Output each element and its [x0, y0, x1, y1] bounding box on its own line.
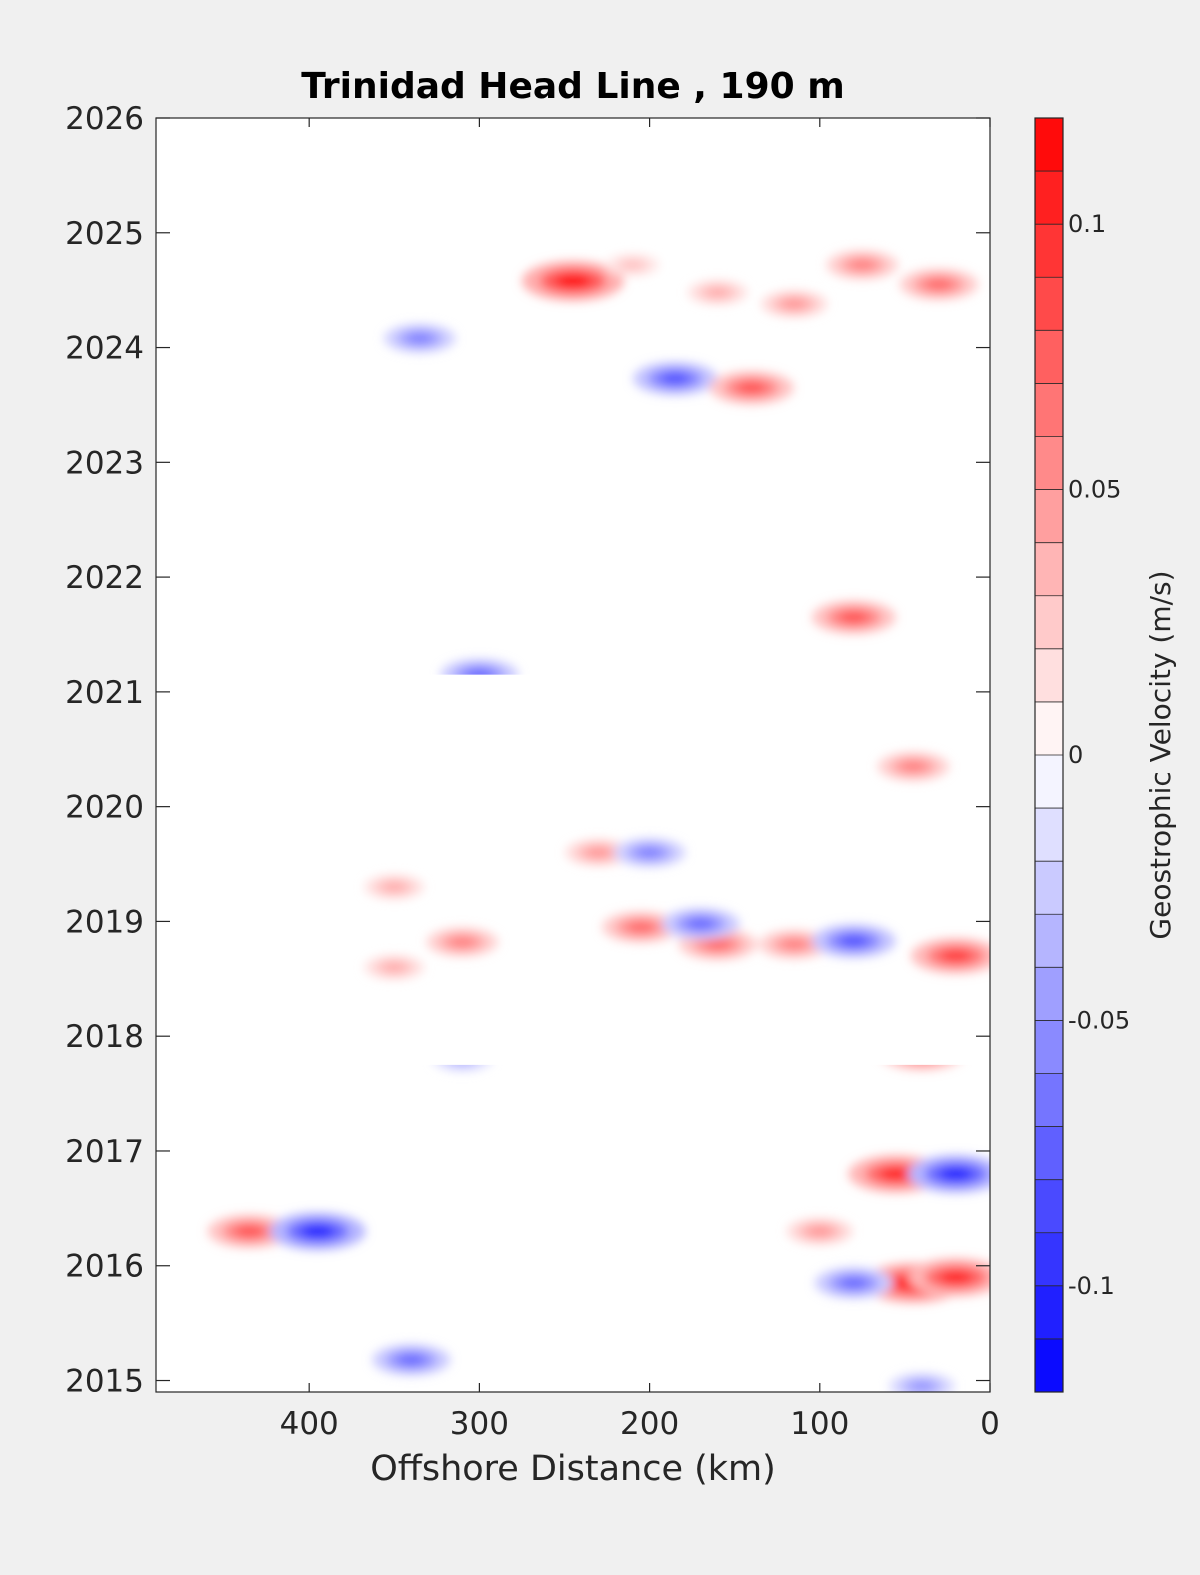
colorbar-label: Geostrophic Velocity (m/s): [1144, 570, 1177, 939]
colorbar-tick-label: 0.1: [1068, 210, 1106, 238]
eddy-core: [449, 936, 475, 948]
colorbar-level: [1035, 171, 1063, 225]
colorbar-level: [1035, 595, 1063, 649]
colorbar-level: [1035, 701, 1063, 755]
eddy-core: [839, 611, 869, 624]
eddy-core: [660, 372, 690, 385]
eddy-core: [940, 949, 972, 963]
eddy-core: [300, 1224, 335, 1238]
colorbar-level: [1035, 383, 1063, 437]
colorbar-level: [1035, 224, 1063, 278]
y-tick-label: 2025: [65, 216, 144, 252]
eddy-core: [737, 381, 767, 394]
data-gap-band: [157, 460, 989, 583]
y-axis: 2015 2016 2017 2018 2019 2020 2021 2022 2023 2024…: [65, 101, 990, 1400]
y-tick-label: 2019: [65, 904, 144, 940]
eddy-core: [704, 938, 732, 950]
colorbar-level: [1035, 967, 1063, 1021]
colorbar-tick-label: 0.05: [1068, 476, 1121, 504]
colorbar-level: [1035, 861, 1063, 915]
y-tick-label: 2017: [65, 1134, 144, 1170]
colorbar-level: [1035, 1338, 1063, 1392]
y-tick-label: 2024: [65, 331, 144, 367]
colorbar-tick-label: 0: [1068, 741, 1083, 769]
y-tick-label: 2022: [65, 560, 144, 596]
eddy-core: [636, 847, 663, 858]
eddy-core: [808, 1226, 832, 1237]
eddy-core: [900, 761, 927, 772]
y-tick-label: 2020: [65, 790, 144, 826]
eddy-core: [939, 1270, 973, 1284]
colorbar-level: [1035, 118, 1063, 172]
eddy-core: [849, 259, 875, 271]
eddy-core: [840, 1277, 868, 1289]
eddy-core: [627, 921, 655, 933]
x-tick-label: 300: [450, 1406, 509, 1442]
y-tick-label: 2021: [65, 675, 144, 711]
eddy-core: [781, 939, 807, 950]
eddy-core: [586, 847, 611, 858]
colorbar-level: [1035, 1073, 1063, 1127]
eddy-core: [910, 1381, 934, 1391]
x-tick-label: 200: [620, 1406, 679, 1442]
colorbar-level: [1035, 277, 1063, 331]
colorbar-tick-label: -0.1: [1068, 1272, 1115, 1300]
plot-frame: [155, 117, 991, 1393]
colorbar-level: [1035, 1020, 1063, 1074]
colorbar-level: [1035, 755, 1063, 809]
colorbar-level: [1035, 1232, 1063, 1286]
colorbar-level: [1035, 1285, 1063, 1339]
y-tick-label: 2015: [65, 1364, 144, 1400]
eddy-core: [925, 278, 953, 290]
y-tick-label: 2026: [65, 101, 144, 137]
x-tick-label: 100: [790, 1406, 849, 1442]
data-gap-band: [157, 674, 989, 733]
eddy-core: [555, 273, 591, 289]
data-gaps: [157, 118, 989, 1065]
x-tick-label: 0: [980, 1406, 1000, 1442]
x-axis: 400 300 200 100 0: [280, 118, 1000, 1442]
plot-area: [156, 118, 990, 1392]
eddy-core: [383, 882, 405, 892]
eddy-core: [687, 918, 715, 930]
data-gap-band: [157, 1007, 989, 1065]
colorbar-level: [1035, 1126, 1063, 1180]
eddy-core: [782, 299, 806, 309]
eddy-core: [623, 260, 643, 269]
y-tick-label: 2016: [65, 1249, 144, 1285]
colorbar-level: [1035, 914, 1063, 968]
eddy-core: [707, 288, 729, 297]
colorbar-level: [1035, 542, 1063, 596]
y-tick-label: 2018: [65, 1019, 144, 1055]
eddy-core: [839, 935, 869, 947]
x-tick-label: 400: [280, 1406, 339, 1442]
y-tick-label: 2023: [65, 445, 144, 481]
eddy-core: [939, 1167, 973, 1181]
eddy-core: [397, 1354, 425, 1366]
colorbar-level: [1035, 436, 1063, 490]
x-axis-label: Offshore Distance (km): [370, 1449, 776, 1489]
chart-title: Trinidad Head Line , 190 m: [301, 66, 844, 107]
eddy-core: [407, 333, 433, 344]
colorbar-tick-label: -0.05: [1068, 1006, 1130, 1034]
eddy-core: [234, 1225, 265, 1238]
eddy-core: [879, 1167, 914, 1181]
eddy-core: [383, 962, 405, 972]
colorbar-level: [1035, 648, 1063, 702]
data-gap-band: [157, 118, 989, 199]
colorbar: 0.1 0.05 0 -0.05 -0.1: [1034, 117, 1130, 1393]
colorbar-level: [1035, 1179, 1063, 1233]
colorbar-level: [1035, 330, 1063, 384]
colorbar-level: [1035, 808, 1063, 862]
colorbar-level: [1035, 489, 1063, 543]
colorbar-frame: [1034, 117, 1064, 1393]
